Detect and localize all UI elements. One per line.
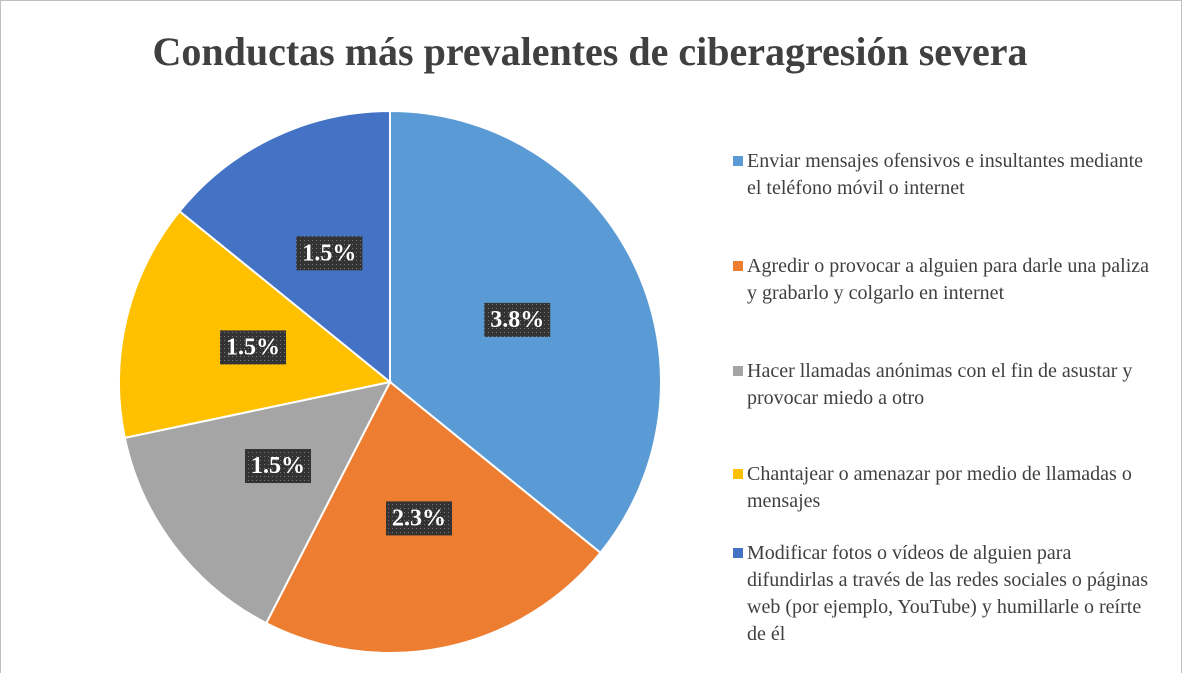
legend-label: Agredir o provocar a alguien para darle … [747,255,1150,304]
data-label: 1.5% [302,240,356,266]
legend-label: Hacer llamadas anónimas con el fin de as… [747,360,1133,409]
data-label: 1.5% [251,453,305,479]
legend-item: Agredir o provocar a alguien para darle … [733,253,1153,307]
legend-swatch [733,261,743,271]
data-label-box [220,330,287,365]
legend-label: Modificar fotos o vídeos de alguien para… [747,542,1148,645]
pie [118,109,662,654]
legend-label: Enviar mensajes ofensivos e insultantes … [747,150,1144,199]
legend-item: Hacer llamadas anónimas con el fin de as… [733,358,1153,412]
legend-item: Enviar mensajes ofensivos e insultantes … [733,148,1153,202]
chart-title: Conductas más prevalentes de ciberagresi… [152,29,1027,74]
data-label: 2.3% [392,505,446,531]
legend-label: Chantajear o amenazar por medio de llama… [747,463,1132,512]
legend-item: Chantajear o amenazar por medio de llama… [733,461,1153,515]
pie-slice [118,209,393,440]
data-label-box [386,501,453,536]
legend-swatch [733,366,743,376]
data-labels: 3.8% 2.3% 1.5% 1.5% 1.5% [220,236,551,536]
data-label: 1.5% [226,334,280,360]
legend-swatch [733,548,743,558]
data-label-box [296,236,363,271]
data-label-box [484,302,551,337]
legend-swatch [733,156,743,166]
data-label: 3.8% [490,307,544,333]
pie-slice [123,380,392,625]
pie-slice [178,109,391,385]
legend-item: Modificar fotos o vídeos de alguien para… [733,540,1153,648]
data-label-box [244,449,311,484]
legend-swatch [733,469,743,479]
